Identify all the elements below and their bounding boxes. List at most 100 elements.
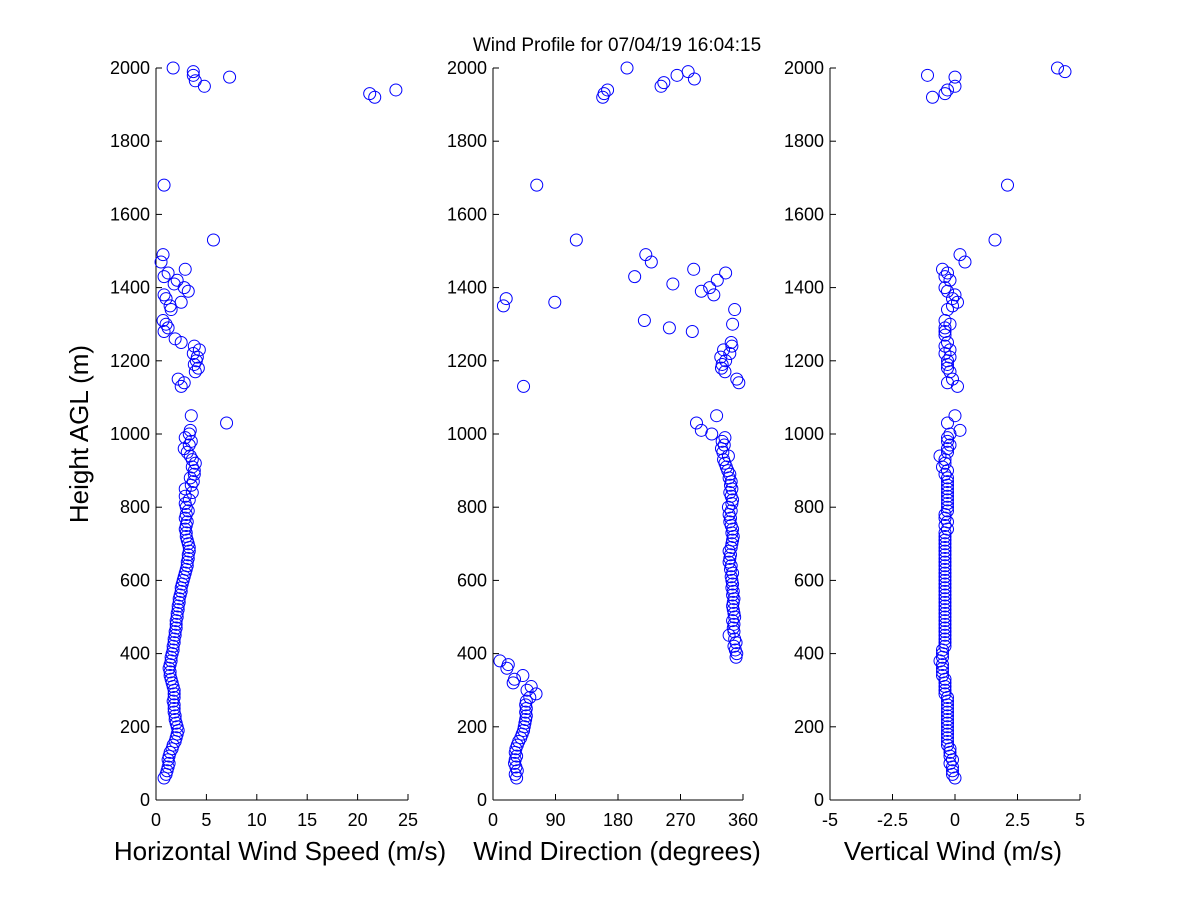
vertical-data-point xyxy=(938,632,952,646)
speed-data-point xyxy=(170,273,184,287)
direction-data-point xyxy=(524,680,538,694)
speed-data-point xyxy=(169,617,183,631)
vertical-data-point xyxy=(938,570,952,584)
direction-x-tick-label: 0 xyxy=(488,810,498,830)
speed-data-point xyxy=(180,515,194,529)
vertical-y-tick-label: 1200 xyxy=(784,351,824,371)
speed-data-point xyxy=(180,559,194,573)
subplots-group: 0 5 10 15 20 25 0 200 400 600 800 1000 1200 1400 1600 1… xyxy=(64,58,1085,866)
vertical-data-point xyxy=(941,497,954,511)
vertical-data-point xyxy=(953,423,967,437)
speed-x-tick-label: 0 xyxy=(151,810,161,830)
vertical-data-point xyxy=(941,489,954,503)
speed-data-point xyxy=(167,691,181,705)
vertical-data-point xyxy=(938,687,952,701)
speed-data-point xyxy=(183,423,197,437)
speed-data-point xyxy=(188,456,202,470)
direction-data-point xyxy=(516,669,530,683)
speed-data-point xyxy=(178,431,192,445)
direction-data-point xyxy=(548,295,562,309)
speed-y-tick-label: 400 xyxy=(120,644,150,664)
vertical-data-point xyxy=(938,339,952,353)
direction-data-point xyxy=(723,346,737,360)
speed-data-point xyxy=(188,74,202,88)
direction-data-point xyxy=(710,273,724,287)
vertical-data-point xyxy=(941,727,954,741)
vertical-data-point xyxy=(938,577,952,591)
direction-y-tick-label: 1000 xyxy=(447,424,487,444)
vertical-data-point xyxy=(936,669,949,683)
direction-data-point xyxy=(499,292,513,306)
vertical-data-point xyxy=(941,434,954,448)
speed-y-tick-label: 1200 xyxy=(110,351,150,371)
direction-data-point xyxy=(657,76,671,90)
speed-y-tick-label: 600 xyxy=(120,570,150,590)
speed-data-point xyxy=(174,584,188,598)
vertical-y-tick-label: 2000 xyxy=(784,58,824,78)
vertical-x-tick-label: 2.5 xyxy=(1005,810,1030,830)
direction-data-point xyxy=(717,453,731,467)
vertical-data-point xyxy=(938,581,952,595)
direction-data-point xyxy=(501,658,515,672)
direction-data-point xyxy=(512,734,526,748)
speed-data-point xyxy=(170,610,184,624)
vertical-data-point xyxy=(941,482,954,496)
vertical-data-point xyxy=(941,515,954,529)
direction-data-point xyxy=(666,277,680,291)
speed-data-point xyxy=(167,636,181,650)
direction-data-point xyxy=(620,61,634,75)
vertical-data-point xyxy=(988,233,1002,247)
vertical-data-point xyxy=(941,442,954,456)
speed-data-point xyxy=(184,409,198,423)
vertical-data-point xyxy=(941,720,954,734)
speed-data-point xyxy=(174,379,188,393)
vertical-data-point xyxy=(933,449,947,463)
vertical-data-point xyxy=(938,519,952,532)
direction-data-point xyxy=(529,687,543,701)
vertical-data-point xyxy=(958,255,972,269)
vertical-data-point xyxy=(938,573,952,587)
speed-x-tick-label: 5 xyxy=(201,810,211,830)
vertical-y-tick-label: 1600 xyxy=(784,204,824,224)
speed-data-point xyxy=(168,712,182,726)
direction-data-point xyxy=(722,628,736,642)
direction-data-point xyxy=(654,79,668,93)
speed-data-point xyxy=(167,702,181,715)
vertical-data-point xyxy=(921,68,934,82)
direction-data-point xyxy=(694,284,708,298)
direction-data-point xyxy=(723,467,737,481)
speed-data-point xyxy=(187,464,201,478)
vertical-data-point xyxy=(938,584,952,598)
vertical-data-point xyxy=(941,504,954,518)
vertical-data-point xyxy=(938,467,952,481)
vertical-data-point xyxy=(943,438,957,452)
direction-data-point xyxy=(710,409,724,423)
speed-data-point xyxy=(172,595,186,609)
vertical-data-point xyxy=(938,625,952,639)
direction-data-point xyxy=(719,266,733,280)
vertical-data-point xyxy=(1058,65,1072,79)
direction-data-point xyxy=(628,270,642,284)
direction-y-tick-label: 600 xyxy=(457,570,487,590)
speed-data-point xyxy=(178,489,192,503)
direction-data-point xyxy=(715,357,729,371)
direction-data-point xyxy=(637,314,651,328)
subplot-vertical: -5 -2.5 0 2.5 5 0 200 400 600 800 1000 1200 1400 1600… xyxy=(784,58,1085,866)
vertical-data-point xyxy=(938,544,952,558)
vertical-data-point xyxy=(946,764,959,778)
vertical-data-point xyxy=(938,614,952,628)
direction-x-tick-label: 270 xyxy=(665,810,695,830)
vertical-y-tick-label: 1800 xyxy=(784,131,824,151)
speed-data-point xyxy=(168,628,182,642)
speed-y-tick-label: 1000 xyxy=(110,424,150,444)
vertical-data-point xyxy=(948,79,962,93)
speed-data-point xyxy=(368,90,382,104)
speed-x-tick-label: 10 xyxy=(247,810,267,830)
vertical-y-tick-label: 0 xyxy=(814,790,824,810)
vertical-data-point xyxy=(941,712,954,726)
direction-data-point xyxy=(508,672,522,686)
vertical-data-point xyxy=(938,628,952,642)
vertical-data-point xyxy=(941,493,954,507)
speed-data-point xyxy=(185,486,199,500)
speed-data-point xyxy=(157,288,171,302)
